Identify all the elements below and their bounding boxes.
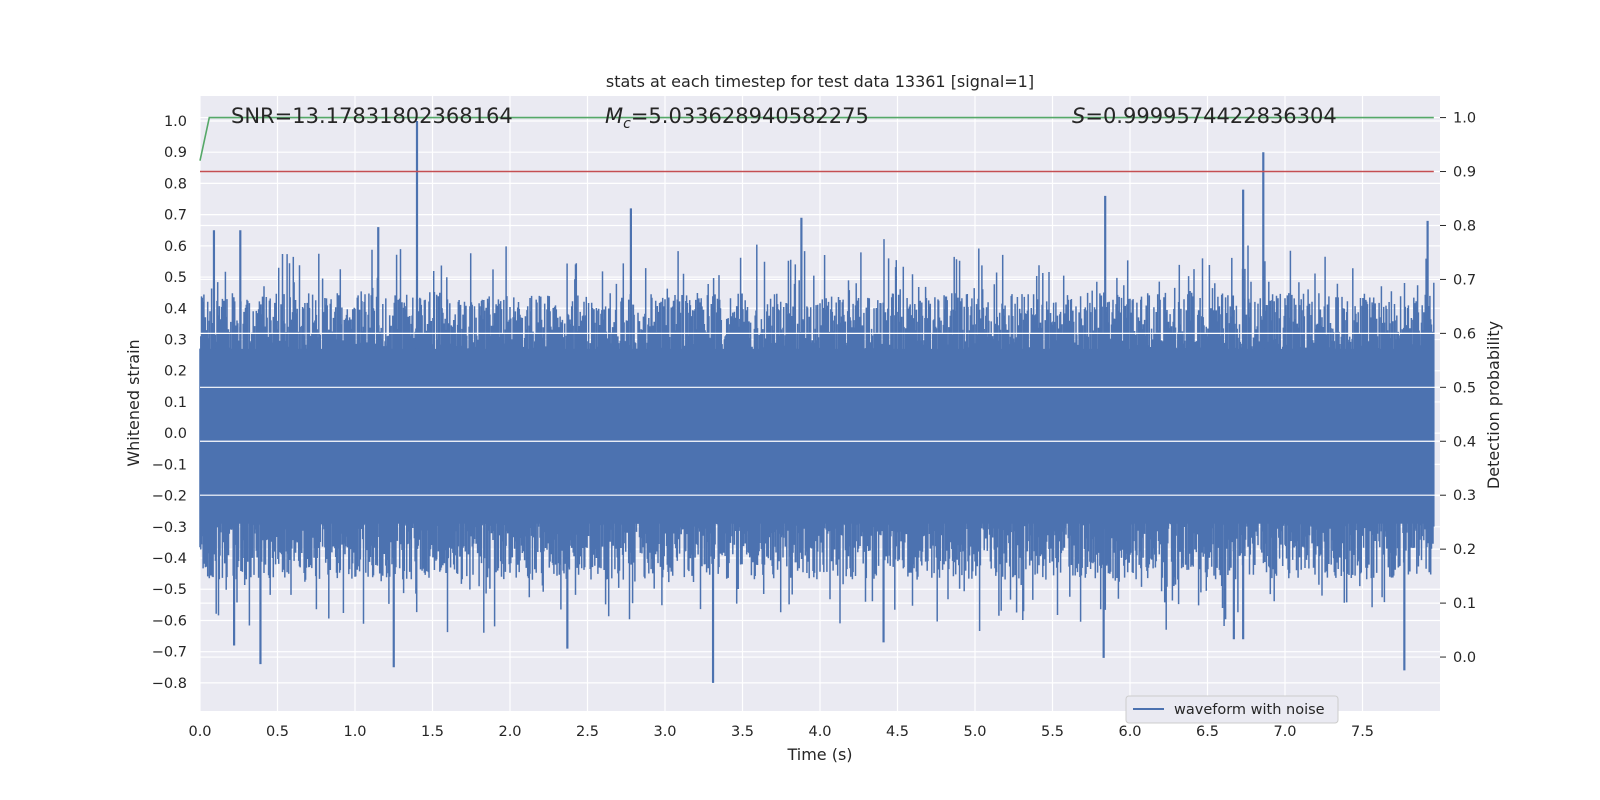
x-tick-label: 5.5 [1041, 724, 1064, 740]
y-left-tick-label: −0.4 [152, 551, 187, 567]
mc-value: =5.033628940582275 [631, 104, 869, 128]
y-left-tick-label: −0.5 [152, 582, 187, 598]
s-value: =0.9999574422836304 [1085, 104, 1336, 128]
y-left-tick-label: 0.1 [164, 395, 187, 411]
x-axis-label: Time (s) [786, 745, 852, 764]
x-tick-label: 3.5 [731, 724, 754, 740]
y-right-ticks: 0.0 0.1 0.2 0.3 0.4 0.5 0.6 0.7 0.8 0.9 1.0 [1440, 111, 1476, 666]
y-left-axis-label: Whitened strain [124, 339, 143, 466]
detection-probability-line [199, 116, 1434, 161]
y-right-tick-label: 0.8 [1453, 218, 1476, 234]
snr-name: SNR [231, 104, 275, 128]
y-left-tick-label: 0.0 [164, 426, 187, 442]
y-left-tick-label: 0.8 [164, 176, 187, 192]
x-tick-label: 6.5 [1196, 724, 1219, 740]
y-right-tick-label: 0.3 [1453, 488, 1476, 504]
y-left-tick-label: −0.2 [152, 489, 187, 505]
strain-series [199, 120, 1440, 683]
y-left-tick-label: 0.6 [164, 239, 187, 255]
score-annotation: S=0.9999574422836304 [1072, 104, 1337, 128]
x-tick-label: 0.0 [188, 724, 211, 740]
y-right-tick-label: 0.4 [1453, 434, 1476, 450]
y-left-tick-label: 0.5 [164, 270, 187, 286]
s-name: S [1072, 104, 1085, 128]
x-tick-label: 6.0 [1118, 724, 1141, 740]
x-tick-label: 1.0 [343, 724, 366, 740]
strain-core-band [200, 348, 1434, 524]
snr-value: =13.17831802368164 [275, 104, 513, 128]
x-tick-label: 3.0 [653, 724, 676, 740]
legend-label: waveform with noise [1174, 702, 1325, 718]
y-right-tick-label: 0.1 [1453, 596, 1476, 612]
y-left-ticks: −0.8 −0.7 −0.6 −0.5 −0.4 −0.3 −0.2 −0.1 0.0 0.1 0.… [152, 114, 187, 692]
y-right-tick-label: 0.2 [1453, 542, 1476, 558]
y-right-tick-label: 0.0 [1453, 650, 1476, 666]
x-tick-label: 4.5 [886, 724, 909, 740]
legend-box [1125, 695, 1339, 724]
snr-annotation: SNR=13.17831802368164 [231, 104, 513, 128]
y-left-tick-label: −0.8 [152, 676, 187, 692]
y-left-tick-label: 1.0 [164, 114, 187, 130]
mc-subscript: c [623, 116, 631, 132]
x-ticks: 0.0 0.5 1.0 1.5 2.0 2.5 3.0 3.5 4.0 4.5 5.0 5.5 6.0 6… [188, 724, 1374, 740]
probability-lines [199, 116, 1434, 173]
x-tick-label: 7.0 [1273, 724, 1296, 740]
y-right-tick-label: 0.7 [1453, 272, 1476, 288]
y-left-tick-label: −0.7 [152, 645, 187, 661]
y-right-tick-label: 0.6 [1453, 326, 1476, 342]
x-tick-label: 2.5 [576, 724, 599, 740]
y-left-tick-label: −0.6 [152, 613, 187, 629]
x-tick-label: 4.0 [808, 724, 831, 740]
mc-name: M [605, 104, 623, 128]
y-left-tick-label: 0.3 [164, 333, 187, 349]
y-left-tick-label: −0.3 [152, 520, 187, 536]
x-tick-label: 7.5 [1351, 724, 1374, 740]
y-right-tick-label: 1.0 [1453, 111, 1476, 127]
legend: waveform with noise [1125, 695, 1339, 724]
x-tick-label: 2.0 [498, 724, 521, 740]
y-left-tick-label: 0.7 [164, 208, 187, 224]
y-left-tick-label: 0.4 [164, 301, 187, 317]
x-tick-label: 1.5 [421, 724, 444, 740]
y-right-tick-label: 0.5 [1453, 380, 1476, 396]
y-right-axis-label: Detection probability [1484, 321, 1503, 489]
x-tick-label: 0.5 [266, 724, 289, 740]
chart-title: stats at each timestep for test data 133… [606, 72, 1034, 91]
y-left-tick-label: 0.9 [164, 145, 187, 161]
x-tick-label: 5.0 [963, 724, 986, 740]
y-left-tick-label: −0.1 [152, 457, 187, 473]
chirp-mass-annotation: Mc=5.033628940582275 [605, 104, 869, 132]
y-left-tick-label: 0.2 [164, 364, 187, 380]
y-right-tick-label: 0.9 [1453, 165, 1476, 181]
